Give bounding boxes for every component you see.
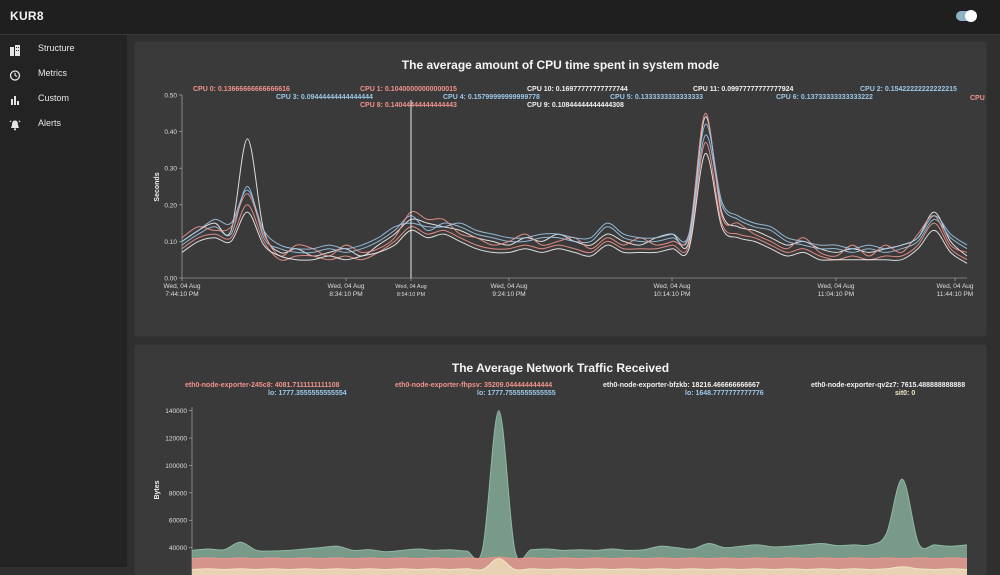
x-tick-label: Wed, 04 Aug bbox=[327, 283, 364, 290]
y-axis-label: Seconds bbox=[154, 172, 161, 201]
legend-entry[interactable]: CPU 2: 0.15422222222222215 bbox=[860, 86, 957, 93]
series-line bbox=[181, 123, 968, 250]
legend-entry[interactable]: CPU 4: 0.15799999999999778 bbox=[443, 94, 540, 101]
legend-entry[interactable]: CPU 8: 0.14044444444444443 bbox=[360, 102, 457, 109]
legend-entry[interactable]: eth0-node-exporter-fhpsv: 35209.04444444… bbox=[395, 382, 552, 389]
y-tick-label: 0.20 bbox=[164, 202, 177, 209]
x-tick-label: 11:44:10 PM bbox=[937, 291, 973, 298]
legend-entry[interactable]: CPU 1: 0.10400000000000015 bbox=[360, 86, 457, 93]
x-tick-label: 10:14:10 PM bbox=[654, 291, 691, 298]
series-line bbox=[181, 142, 968, 261]
legend-entry[interactable]: CPU 5: 0.1333333333333333 bbox=[610, 94, 703, 101]
network-chart-title: The Average Network Traffic Received bbox=[451, 361, 670, 375]
cpu-chart-title: The average amount of CPU time spent in … bbox=[401, 58, 720, 72]
x-tick-label: 8:54:10 PM bbox=[397, 292, 426, 298]
legend-entry[interactable]: sit0: 0 bbox=[895, 390, 915, 397]
stopwatch-icon bbox=[9, 70, 21, 81]
sidebar-item-label: Metrics bbox=[38, 68, 67, 78]
x-tick-label: 11:04:10 PM bbox=[818, 291, 854, 298]
y-tick-label: 0.30 bbox=[164, 166, 177, 173]
y-tick-label: 40000 bbox=[169, 545, 187, 552]
legend-entry[interactable]: CPU 3: 0.09444444444444444 bbox=[276, 94, 373, 101]
y-tick-label: 100000 bbox=[165, 463, 187, 470]
x-tick-label: Wed, 04 Aug bbox=[163, 283, 200, 290]
network-chart-panel: The Average Network Traffic Received eth… bbox=[135, 345, 986, 575]
y-tick-label: 0.00 bbox=[164, 276, 177, 283]
y-tick-label: 60000 bbox=[169, 518, 187, 525]
x-tick-label: Wed, 04 Aug bbox=[936, 283, 973, 290]
x-tick-label: Wed, 04 Aug bbox=[817, 283, 854, 290]
y-tick-label: 0.10 bbox=[164, 239, 177, 246]
y-tick-label: 0.40 bbox=[164, 129, 177, 136]
legend-entry[interactable]: lo: 1777.3555555555554 bbox=[268, 390, 347, 397]
network-chart: eth0-node-exporter-245c8: 4081.711111111… bbox=[154, 382, 968, 575]
legend-entry[interactable]: CPU 6: 0.13733333333333222 bbox=[776, 94, 873, 101]
toggle-knob[interactable] bbox=[965, 10, 977, 22]
top-bar: KUR8 bbox=[0, 0, 1000, 35]
app-title: KUR8 bbox=[10, 9, 44, 23]
cpu-chart: CPU 0: 0.13666666666666616 CPU 1: 0.10400… bbox=[154, 86, 986, 298]
sidebar-item-label: Structure bbox=[38, 43, 75, 53]
x-tick-label: 8:34:10 PM bbox=[329, 291, 362, 298]
y-axis-label: Bytes bbox=[154, 480, 161, 499]
x-tick-label: 7:44:10 PM bbox=[165, 291, 198, 298]
theme-toggle[interactable] bbox=[956, 10, 977, 22]
legend-entry[interactable]: eth0-node-exporter-245c8: 4081.711111111… bbox=[185, 382, 340, 389]
building-icon bbox=[10, 45, 20, 56]
series-line bbox=[181, 134, 968, 254]
sidebar-item-structure[interactable]: Structure bbox=[0, 38, 127, 62]
legend-entry[interactable]: CPU 11: 0.09977777777777924 bbox=[693, 86, 794, 93]
x-tick-label: Wed, 04 Aug bbox=[490, 283, 527, 290]
y-tick-label: 80000 bbox=[169, 490, 187, 497]
sidebar-item-alerts[interactable]: Alerts bbox=[0, 113, 127, 137]
x-tick-label: 9:24:10 PM bbox=[492, 291, 525, 298]
series-line bbox=[181, 153, 968, 264]
legend-entry[interactable]: eth0-node-exporter-bfzkb: 18216.46666666… bbox=[603, 382, 760, 389]
series-line bbox=[191, 410, 968, 561]
bar-chart-icon bbox=[11, 96, 19, 105]
legend-entry[interactable]: lo: 1777.7555555555555 bbox=[477, 390, 556, 397]
sidebar-item-metrics[interactable]: Metrics bbox=[0, 63, 127, 87]
sidebar-item-custom[interactable]: Custom bbox=[0, 88, 127, 112]
y-tick-label: 140000 bbox=[165, 408, 187, 415]
cpu-chart-panel: The average amount of CPU time spent in … bbox=[135, 42, 986, 336]
sidebar-item-label: Custom bbox=[38, 93, 70, 103]
x-tick-label: Wed, 04 Aug bbox=[395, 284, 426, 290]
sidebar: Structure Metrics Custom Alerts bbox=[0, 35, 127, 567]
legend-entry[interactable]: CPU 9: 0.10844444444444308 bbox=[527, 102, 624, 109]
y-tick-label: 0.50 bbox=[164, 93, 177, 100]
series-line bbox=[181, 116, 968, 257]
x-tick-label: Wed, 04 Aug bbox=[653, 283, 690, 290]
series-area bbox=[192, 410, 967, 575]
sidebar-item-label: Alerts bbox=[38, 118, 62, 128]
legend-entry[interactable]: CPU 10: 0.16977777777777744 bbox=[527, 86, 628, 93]
legend-entry[interactable]: eth0-node-exporter-qv2z7: 7615.488888888… bbox=[811, 382, 965, 389]
series-line bbox=[181, 112, 968, 257]
series-line bbox=[191, 556, 968, 560]
y-tick-label: 120000 bbox=[165, 436, 187, 443]
legend-entry[interactable]: CPU 0: 0.13666666666666616 bbox=[193, 86, 290, 93]
alarm-bell-icon bbox=[9, 120, 21, 131]
legend-entry[interactable]: CPU 7: 0. bbox=[970, 95, 986, 102]
legend-entry[interactable]: lo: 1648.7777777777776 bbox=[685, 390, 764, 397]
